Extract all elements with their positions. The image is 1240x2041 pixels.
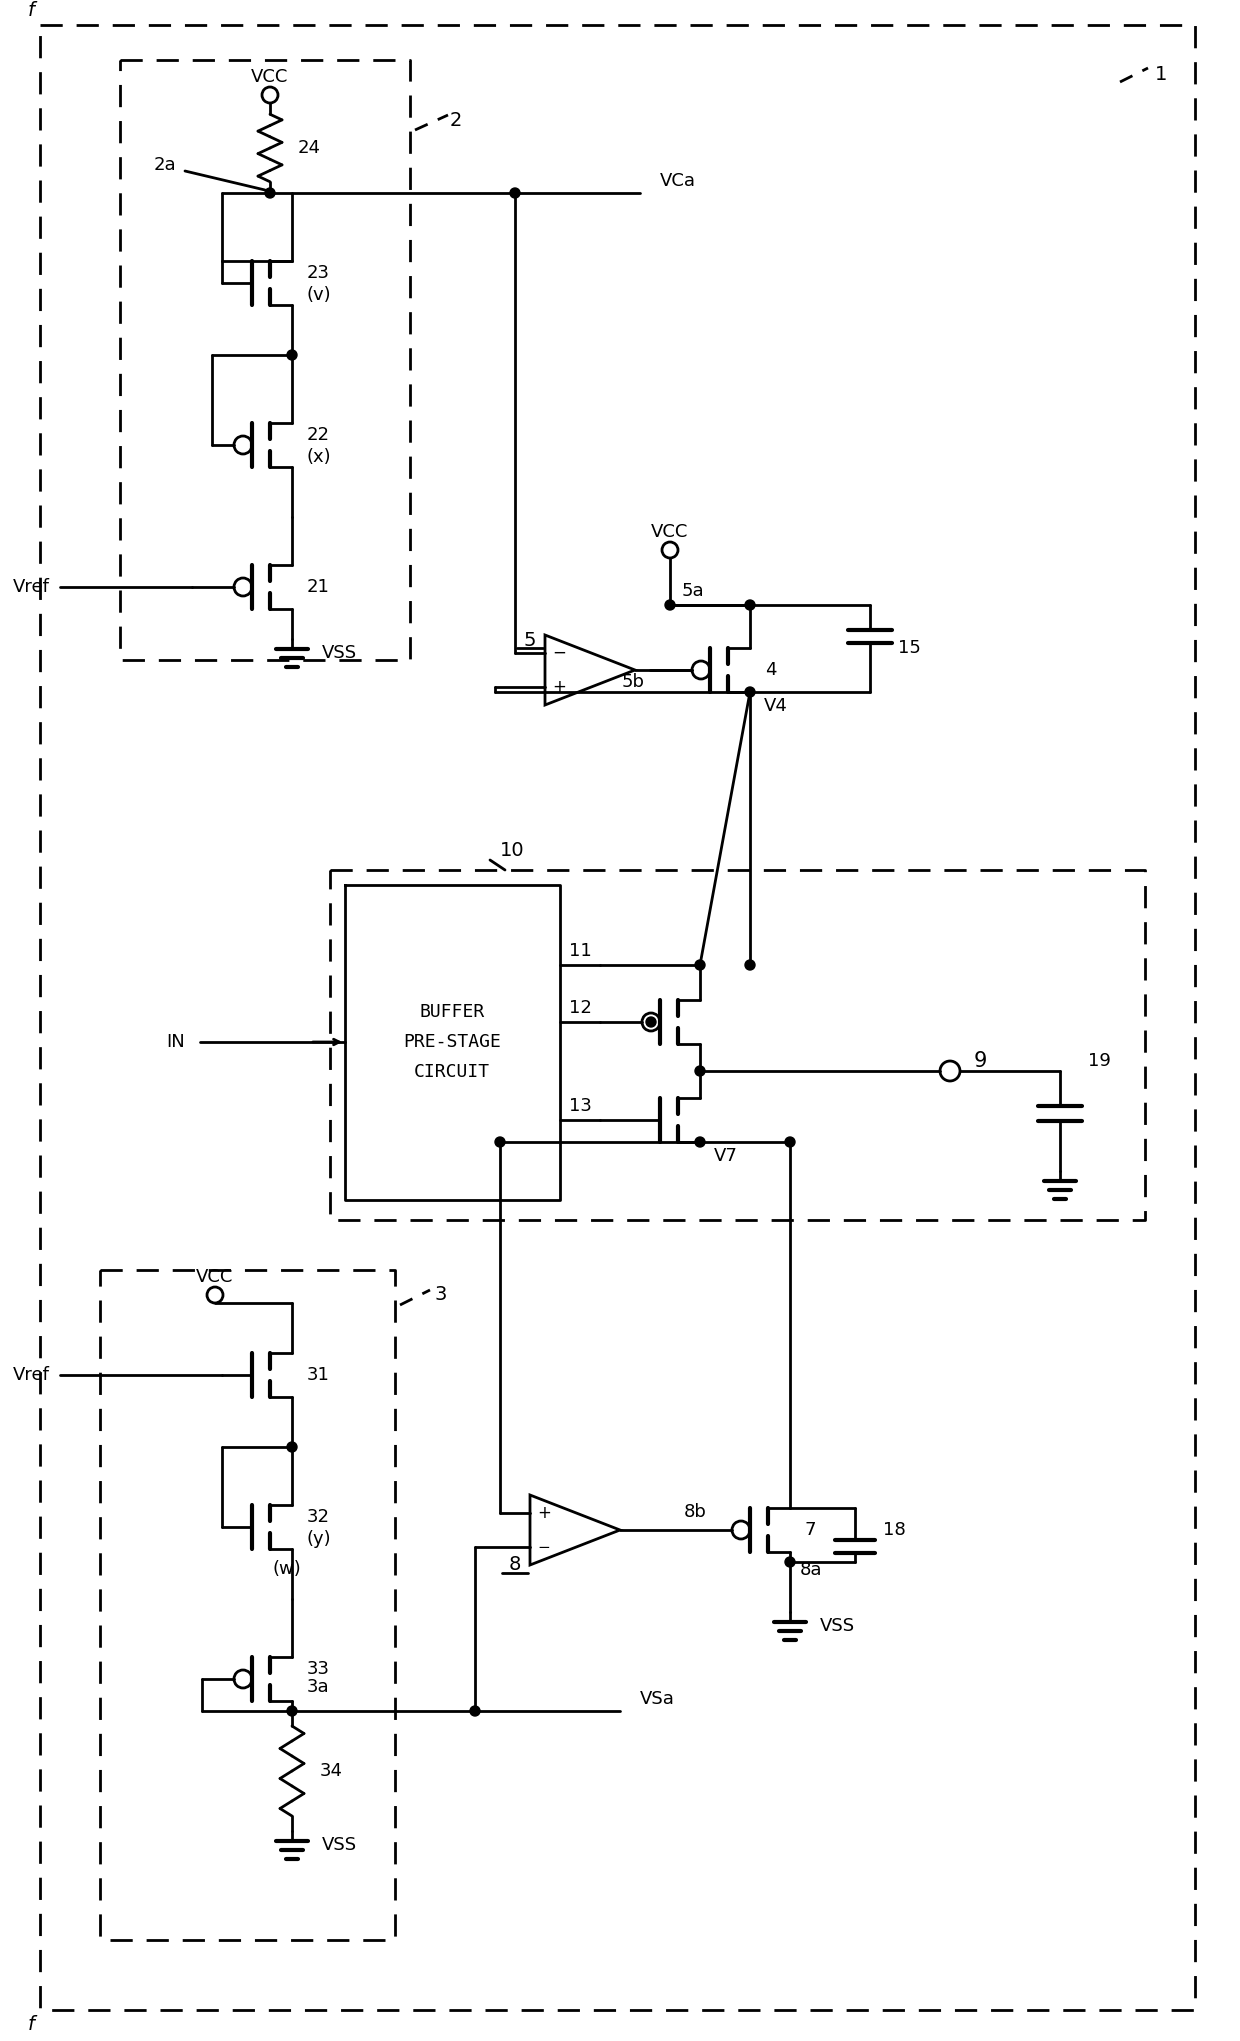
Circle shape [745, 600, 755, 610]
Text: f: f [29, 0, 35, 20]
Circle shape [286, 1443, 298, 1451]
Text: 5a: 5a [682, 582, 704, 600]
Circle shape [694, 1065, 706, 1076]
Text: 9: 9 [973, 1051, 987, 1072]
Circle shape [694, 959, 706, 969]
Text: (y): (y) [308, 1531, 331, 1547]
Text: (x): (x) [308, 449, 331, 465]
Circle shape [265, 188, 275, 198]
Text: VSS: VSS [820, 1616, 856, 1635]
Circle shape [495, 1137, 505, 1147]
Circle shape [785, 1557, 795, 1567]
Text: 7: 7 [805, 1521, 816, 1539]
Text: Vref: Vref [14, 1365, 50, 1384]
Text: 2: 2 [450, 110, 463, 129]
Text: 33: 33 [308, 1659, 330, 1678]
Circle shape [665, 600, 675, 610]
Text: 15: 15 [898, 639, 921, 657]
Text: 3a: 3a [308, 1678, 330, 1696]
Text: −: − [538, 1539, 551, 1555]
Text: VSa: VSa [640, 1690, 675, 1708]
Text: 8a: 8a [800, 1561, 822, 1580]
Text: 11: 11 [569, 943, 591, 959]
Text: 8: 8 [508, 1555, 521, 1574]
Text: VCC: VCC [651, 522, 688, 541]
Text: CIRCUIT: CIRCUIT [414, 1063, 490, 1082]
Circle shape [694, 1137, 706, 1147]
Text: V4: V4 [764, 696, 787, 714]
Circle shape [785, 1137, 795, 1147]
Text: +: + [552, 678, 565, 696]
Text: (w): (w) [272, 1559, 301, 1578]
Text: 8b: 8b [683, 1502, 707, 1521]
Text: VCa: VCa [660, 171, 696, 190]
Text: 31: 31 [308, 1365, 330, 1384]
Text: 18: 18 [883, 1521, 905, 1539]
Text: 19: 19 [1087, 1051, 1111, 1069]
Text: 1: 1 [1154, 65, 1167, 84]
Text: 13: 13 [569, 1096, 591, 1114]
Text: 21: 21 [308, 578, 330, 596]
Text: 24: 24 [298, 139, 321, 157]
Text: −: − [552, 645, 565, 661]
Text: 34: 34 [320, 1761, 343, 1780]
Text: PRE-STAGE: PRE-STAGE [403, 1033, 501, 1051]
Circle shape [745, 959, 755, 969]
Text: 12: 12 [569, 998, 591, 1016]
Text: VCC: VCC [252, 67, 289, 86]
Text: 5b: 5b [622, 674, 645, 692]
Text: V7: V7 [714, 1147, 738, 1165]
Text: 32: 32 [308, 1508, 330, 1527]
Text: VSS: VSS [322, 1837, 357, 1853]
Text: 2a: 2a [154, 155, 176, 173]
Circle shape [646, 1016, 656, 1027]
Text: BUFFER: BUFFER [419, 1002, 485, 1020]
Circle shape [745, 688, 755, 696]
Text: 4: 4 [765, 661, 776, 680]
Text: (v): (v) [308, 286, 331, 304]
Text: 5: 5 [523, 631, 536, 649]
Circle shape [510, 188, 520, 198]
Text: 3: 3 [435, 1286, 448, 1304]
Text: 22: 22 [308, 427, 330, 445]
Text: VSS: VSS [322, 645, 357, 661]
Text: +: + [537, 1504, 551, 1523]
Text: Vref: Vref [14, 578, 50, 596]
Circle shape [286, 1706, 298, 1716]
Circle shape [470, 1706, 480, 1716]
Text: f: f [29, 2014, 35, 2035]
Text: IN: IN [166, 1033, 185, 1051]
Circle shape [286, 349, 298, 359]
Text: 23: 23 [308, 263, 330, 282]
Text: 10: 10 [500, 841, 525, 859]
Text: VCC: VCC [196, 1267, 233, 1286]
